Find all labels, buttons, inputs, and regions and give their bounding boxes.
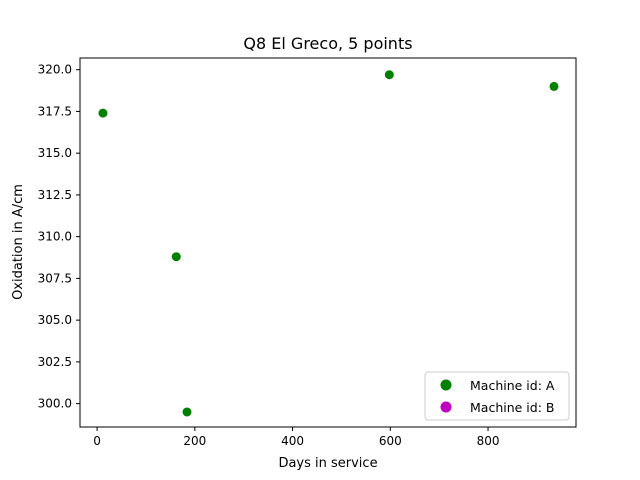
y-axis-label: Oxidation in A/cm xyxy=(11,184,26,300)
y-tick-label: 300.0 xyxy=(38,397,72,411)
y-tick-label: 302.5 xyxy=(38,355,72,369)
y-tick-label: 307.5 xyxy=(38,271,72,285)
y-axis-ticks: 300.0 302.5 305.0 307.5 310.0 312.5 315.0 317.5… xyxy=(38,63,80,411)
legend: Machine id: A Machine id: B xyxy=(424,371,570,421)
x-tick-label: 400 xyxy=(281,434,304,448)
y-tick-label: 320.0 xyxy=(38,63,72,77)
legend-frame xyxy=(424,371,570,421)
data-point xyxy=(384,70,394,80)
plot-area xyxy=(79,57,577,428)
data-point xyxy=(98,108,108,118)
x-axis-label: Days in service xyxy=(278,456,377,471)
legend-marker-machine-a xyxy=(440,379,452,391)
data-point xyxy=(549,81,559,91)
x-axis-ticks: 0 200 400 600 800 xyxy=(93,427,499,448)
y-tick-label: 305.0 xyxy=(38,313,72,327)
data-points xyxy=(98,70,559,417)
y-tick-label: 312.5 xyxy=(38,188,72,202)
chart-title: Q8 El Greco, 5 points xyxy=(243,34,412,53)
data-point xyxy=(171,252,181,262)
y-tick-label: 310.0 xyxy=(38,230,72,244)
x-tick-label: 200 xyxy=(183,434,206,448)
x-tick-label: 0 xyxy=(93,434,101,448)
y-tick-label: 315.0 xyxy=(38,146,72,160)
data-point xyxy=(182,407,192,417)
legend-marker-machine-b xyxy=(440,401,452,413)
x-tick-label: 600 xyxy=(379,434,402,448)
y-tick-label: 317.5 xyxy=(38,104,72,118)
x-tick-label: 800 xyxy=(477,434,500,448)
legend-label-machine-b: Machine id: B xyxy=(470,400,554,415)
plot-frame xyxy=(79,57,577,428)
legend-label-machine-a: Machine id: A xyxy=(470,378,555,393)
